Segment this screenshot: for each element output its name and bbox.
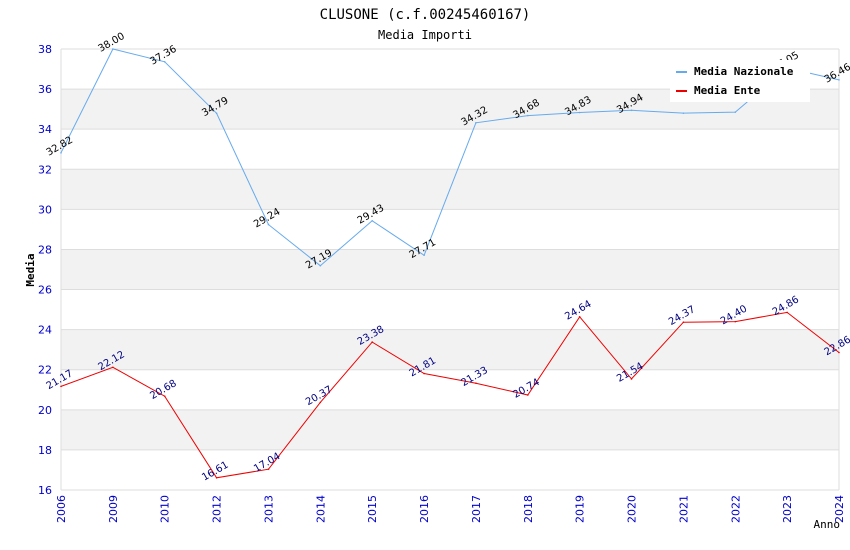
grid-band <box>61 369 839 410</box>
series-lines <box>60 48 840 479</box>
x-axis-ticks: 2006 2009 2010 2012 2013 2014 2015 2016 2017 2018… <box>55 495 846 523</box>
grid-band <box>61 129 839 170</box>
y-tick-label: 30 <box>38 203 52 216</box>
y-tick-label: 38 <box>38 43 52 56</box>
data-point-media-nazionale <box>60 152 62 154</box>
x-tick-label: 2022 <box>729 495 742 523</box>
chart-title: CLUSONE (c.f.00245460167) <box>320 7 531 23</box>
data-point-media-ente <box>371 341 374 343</box>
data-point-media-ente <box>527 394 529 396</box>
data-point-media-ente <box>60 385 62 388</box>
x-tick-label: 2013 <box>262 495 275 523</box>
data-point-media-ente <box>578 316 581 318</box>
x-tick-label: 2014 <box>314 495 327 523</box>
x-tick-label: 2021 <box>677 495 690 523</box>
legend-label-media-ente: Media Ente <box>694 84 761 97</box>
grid-band <box>61 289 839 330</box>
data-point-media-ente <box>734 320 737 323</box>
data-point-media-nazionale <box>838 79 840 81</box>
grid-band <box>61 409 839 450</box>
data-point-media-ente <box>423 372 425 375</box>
x-axis-title: Anno <box>814 518 841 531</box>
legend-label-media-nazionale: Media Nazionale <box>694 65 794 78</box>
grid-bands <box>61 49 839 490</box>
data-point-media-ente <box>682 321 685 324</box>
x-tick-label: 2020 <box>626 495 639 523</box>
data-point-media-ente <box>475 382 477 384</box>
x-tick-label: 2019 <box>574 495 587 523</box>
x-tick-label: 2006 <box>55 495 68 523</box>
x-tick-label: 2015 <box>366 495 379 523</box>
y-tick-label: 28 <box>38 243 52 256</box>
data-point-media-ente <box>786 311 788 314</box>
x-tick-label: 2024 <box>833 495 846 523</box>
data-point-media-nazionale <box>371 219 374 222</box>
data-point-media-nazionale <box>527 114 529 117</box>
y-tick-label: 22 <box>38 364 52 377</box>
grid-band <box>61 329 839 370</box>
grid-band <box>61 449 839 490</box>
data-point-media-nazionale <box>112 48 114 50</box>
data-point-media-ente <box>319 401 322 404</box>
y-tick-label: 24 <box>38 324 52 337</box>
series-line-media-ente <box>60 311 840 479</box>
y-axis-title: Media <box>24 253 37 286</box>
y-tick-label: 34 <box>38 123 52 136</box>
x-tick-label: 2016 <box>418 495 431 523</box>
x-tick-label: 2012 <box>211 495 224 523</box>
chart-subtitle: Media Importi <box>378 28 472 42</box>
y-tick-label: 18 <box>38 444 52 457</box>
data-point-media-ente <box>838 351 840 354</box>
data-point-media-ente <box>267 468 270 470</box>
y-tick-label: 16 <box>38 484 52 497</box>
data-point-media-nazionale <box>578 111 581 114</box>
data-point-media-nazionale <box>319 264 322 267</box>
data-point-media-ente <box>630 378 633 380</box>
data-point-media-nazionale <box>267 223 270 226</box>
y-tick-label: 36 <box>38 83 52 96</box>
data-point-media-ente <box>112 366 114 369</box>
data-point-media-nazionale <box>163 61 166 63</box>
data-point-media-nazionale <box>423 254 425 257</box>
legend: Media Nazionale Media Ente <box>670 60 810 102</box>
data-point-media-nazionale <box>215 112 218 115</box>
data-point-media-nazionale <box>630 109 633 112</box>
data-point-media-ente <box>163 395 166 397</box>
grid-band <box>61 249 839 290</box>
y-tick-label: 26 <box>38 284 52 297</box>
legend-box <box>670 60 810 102</box>
y-axis-ticks: 16 18 20 22 24 26 28 30 32 34 36 38 <box>38 43 52 497</box>
y-tick-label: 32 <box>38 163 52 176</box>
series-line-media-nazionale <box>60 48 840 267</box>
x-tick-label: 2018 <box>522 495 535 523</box>
data-point-media-ente <box>215 476 218 479</box>
x-tick-label: 2017 <box>470 495 483 523</box>
grid-band <box>61 209 839 250</box>
data-point-media-nazionale <box>475 121 477 124</box>
x-tick-label: 2010 <box>159 495 172 523</box>
y-tick-label: 20 <box>38 404 52 417</box>
grid-lines <box>60 48 840 491</box>
x-tick-label: 2023 <box>781 495 794 523</box>
data-point-media-nazionale <box>682 112 685 114</box>
data-point-media-nazionale <box>734 111 737 113</box>
x-tick-label: 2009 <box>107 495 120 523</box>
